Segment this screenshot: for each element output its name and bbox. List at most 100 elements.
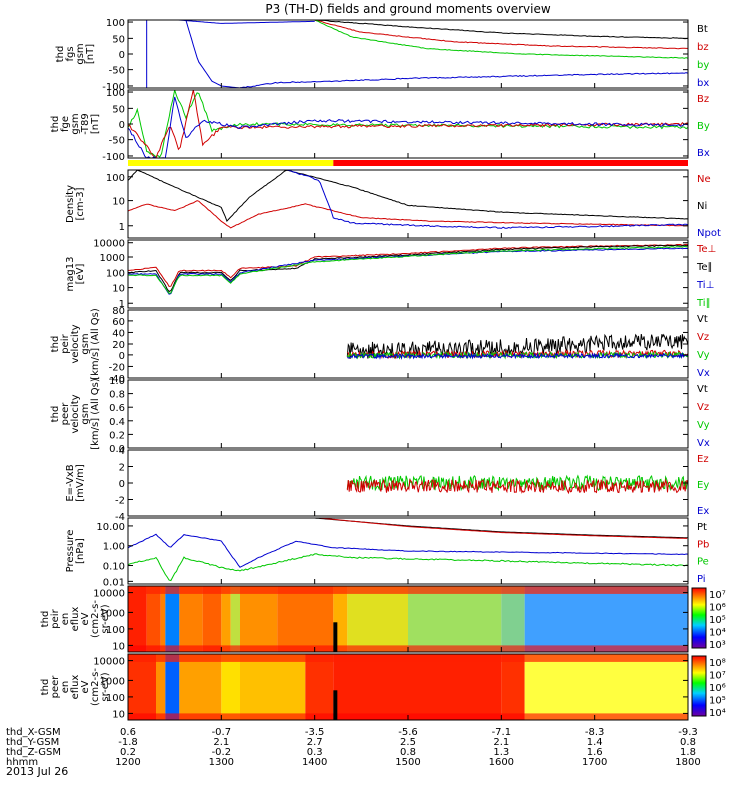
- x-tick-label: 1400: [302, 757, 327, 768]
- spectrogram-band: [524, 586, 688, 652]
- spectrogram-band: [128, 586, 688, 594]
- series-Ti-par: [128, 245, 688, 294]
- y-tick-label: 1: [119, 222, 125, 233]
- spectrogram-band: [165, 586, 180, 652]
- colorbar-label: 10⁵: [709, 696, 726, 707]
- spectrogram-band: [146, 586, 161, 652]
- panel-peir_spec: 10000 1000 100 10 thd peir en eflux eV (cm2-s-sr-…: [40, 585, 726, 653]
- spectrogram-band: [501, 654, 525, 720]
- series-bz: [314, 20, 688, 50]
- x-tick-label: 2.5: [400, 737, 416, 748]
- legend-entry: Vx: [697, 438, 710, 449]
- spectrogram-band: [221, 654, 240, 720]
- panel-frame: [127, 379, 689, 449]
- x-tick-label: 0.2: [120, 747, 136, 758]
- y-tick-label: 0.0: [109, 444, 125, 455]
- x-tick-label: -7.1: [492, 727, 512, 738]
- colorbar-label: 10⁴: [709, 708, 726, 719]
- legend-entry: bx: [697, 78, 709, 89]
- plot-fgs: [146, 20, 688, 88]
- y-axis-label: [nT]: [90, 114, 101, 134]
- y-tick-label: 0.2: [109, 430, 125, 441]
- x-tick-label: -0.7: [212, 727, 232, 738]
- x-tick-label: 0.6: [120, 727, 136, 738]
- panel-fgs: 100 50 0 -50 -100 thd fgs gsm [nT] Bt bz by bx: [55, 18, 709, 93]
- series-Npot: [286, 170, 688, 229]
- legend-entry: By: [697, 121, 710, 132]
- legend-entry: by: [697, 60, 709, 71]
- y-axis-label: eV: [80, 680, 91, 693]
- y-axis-label: [nPa]: [75, 538, 86, 564]
- spectrogram-band: [408, 586, 502, 652]
- panel-pressure: 10.00 1.00 0.10 0.01 Pressure [nPa] Pt Pb Pe Pi: [65, 517, 709, 588]
- series-Ni: [128, 170, 688, 223]
- series-bx: [239, 72, 688, 88]
- x-tick-label: 2.7: [307, 737, 323, 748]
- y-axis-label: [km/s] (All Qs): [90, 308, 101, 380]
- legend-entry: Ti∥: [696, 298, 711, 309]
- x-tick-label: 0.8: [680, 737, 696, 748]
- legend-entry: Vz: [697, 402, 709, 413]
- y-tick-label: -20: [109, 362, 125, 373]
- legend-entry: Bz: [697, 94, 709, 105]
- x-tick-label: -5.6: [398, 727, 418, 738]
- plot-peir_spec: [128, 586, 688, 652]
- x-tick-label: 1.8: [680, 747, 696, 758]
- series-Vx: [346, 351, 688, 361]
- y-axis-label: [cm-3]: [75, 187, 86, 220]
- spectrogram-band: [347, 586, 408, 652]
- y-tick-label: 2: [119, 463, 125, 474]
- y-axis-label: thd: [50, 336, 61, 353]
- panel-peer_velocity: 1.0 0.8 0.6 0.4 0.2 0.0 thd peer velocity gsm [km/…: [50, 376, 710, 455]
- y-axis-label: peer: [60, 402, 71, 426]
- legend-entry: Ni: [697, 201, 707, 212]
- legend-entry: Vx: [697, 368, 710, 379]
- y-axis-label: fgs: [65, 46, 76, 61]
- y-axis-label: [km/s] (All Qs): [90, 378, 101, 450]
- plot-density: [128, 170, 688, 229]
- y-axis-label: thd: [40, 679, 51, 696]
- y-tick-label: 0: [119, 120, 125, 131]
- colorbar-label: 10⁶: [709, 683, 726, 694]
- y-axis-label: [mV/m]: [75, 464, 86, 502]
- legend-entry: Ex: [697, 506, 709, 517]
- spectrogram-band: [128, 654, 688, 662]
- legend-entry: Ez: [697, 454, 709, 465]
- legend-entry: Vt: [697, 384, 708, 395]
- y-tick-label: 1.00: [103, 542, 125, 553]
- series-Te-perp: [128, 243, 688, 288]
- series-Ne: [128, 200, 688, 229]
- series-Bz: [128, 90, 688, 158]
- y-axis-label: gsm: [75, 43, 86, 64]
- colorbar-label: 10⁷: [709, 671, 726, 682]
- series-bx-drop: [185, 20, 241, 88]
- legend-entry: Ne: [697, 174, 711, 185]
- spectrogram-band: [240, 654, 306, 720]
- y-axis-label: peir: [50, 608, 61, 628]
- legend-entry: Pt: [697, 522, 707, 533]
- y-axis-label: thd: [50, 116, 61, 133]
- colorbar-label: 10⁵: [709, 615, 726, 626]
- legend-entry: Ey: [697, 480, 709, 491]
- y-axis-label: gsm: [80, 333, 91, 354]
- series-Vz: [347, 348, 688, 360]
- y-tick-label: 0: [119, 50, 125, 61]
- y-tick-label: 10: [112, 709, 125, 720]
- y-tick-label: 10: [112, 641, 125, 652]
- y-axis-label: peer: [50, 675, 61, 699]
- legend-entry: Bt: [697, 24, 708, 35]
- mode-bar-slow: [128, 160, 334, 166]
- y-axis-label: (cm2-s-: [90, 668, 101, 706]
- y-axis-label: E=-VxB: [65, 464, 76, 501]
- plot-fge: [128, 90, 688, 158]
- x-row-label: thd_X-GSM: [6, 727, 61, 738]
- y-axis-label: gsm: [70, 113, 81, 134]
- y-axis-label: eflux: [70, 607, 81, 632]
- spectrogram-band: [221, 586, 231, 652]
- x-tick-label: 1700: [582, 757, 607, 768]
- panel-temperature: 10000 1000 100 10 1 mag13 [eV] Te⊥ Te∥ Ti⊥ Ti∥: [65, 239, 716, 311]
- y-tick-label: -40: [109, 374, 125, 385]
